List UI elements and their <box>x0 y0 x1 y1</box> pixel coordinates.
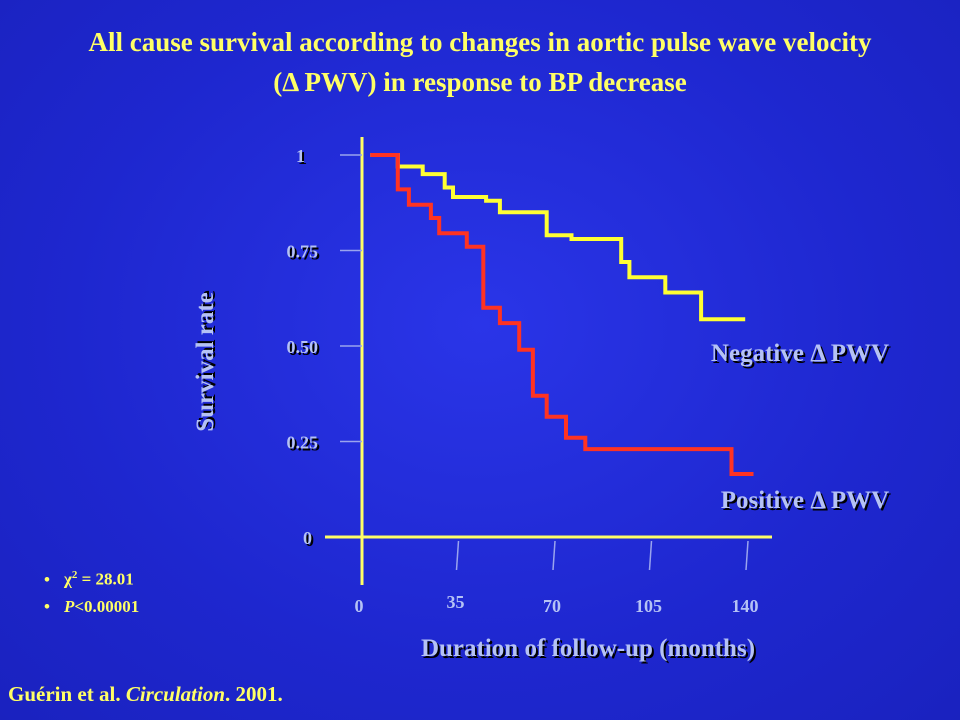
title-line-1: All cause survival according to changes … <box>88 27 872 57</box>
x-tick-label-1: 35 <box>447 592 465 612</box>
series-line-positive <box>370 153 754 476</box>
x-tick-label-3: 105 <box>635 596 662 616</box>
series-label-negative: Negative Δ PWV <box>711 340 889 367</box>
x-axis-label: Duration of follow-up (months) <box>421 635 755 662</box>
p-symbol: P <box>63 596 75 616</box>
axes <box>325 137 772 585</box>
series-line-negative <box>370 153 746 322</box>
y-tick-label-0: 0 <box>303 528 312 548</box>
x-tick-label-0: 0 <box>355 596 364 616</box>
chi-value: = 28.01 <box>77 569 134 589</box>
title-line-2: (Δ PWV) in response to BP decrease <box>273 67 687 97</box>
x-tick-label-4: 140 <box>732 596 759 616</box>
citation-authors: Guérin et al. <box>8 682 126 706</box>
series-label-positive: Positive Δ PWV <box>721 487 889 514</box>
chart-labels: 0 0.25 0.50 0.75 1 0 35 70 105 140 Negative Δ PWV P… <box>192 146 889 662</box>
chi-exponent: 2 <box>71 569 78 581</box>
y-axis-label: Survival rate <box>192 292 219 432</box>
chart-title: All cause survival according to changes … <box>0 22 960 102</box>
p-value: <0.00001 <box>74 596 140 616</box>
x-tick-3 <box>648 540 653 571</box>
p-value-stat: P<0.00001 <box>44 593 139 620</box>
y-tick-label-4: 1 <box>296 146 305 166</box>
chi-square-stat: χ2 = 28.01 <box>44 562 139 593</box>
y-tick-label-3: 0.75 <box>287 242 319 262</box>
x-tick-2 <box>552 540 556 571</box>
x-tick-label-2: 70 <box>543 596 561 616</box>
citation: Guérin et al. Circulation. 2001. <box>8 682 283 707</box>
y-tick-label-1: 0.25 <box>287 433 319 453</box>
citation-year: . 2001. <box>225 682 283 706</box>
y-tick-label-2: 0.50 <box>287 337 319 357</box>
series-lines <box>370 153 754 476</box>
x-tick-4 <box>745 540 749 571</box>
citation-journal: Circulation <box>125 682 226 706</box>
statistics-list: χ2 = 28.01 P<0.00001 <box>44 562 139 620</box>
chi-symbol: χ <box>63 569 72 589</box>
x-tick-1 <box>455 540 460 571</box>
